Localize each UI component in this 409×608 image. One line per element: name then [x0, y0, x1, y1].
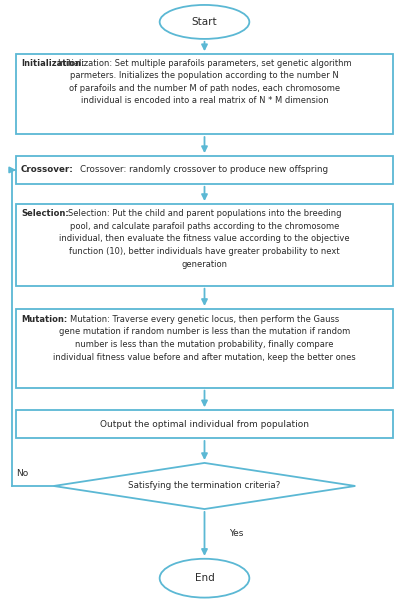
Text: of parafoils and the number M of path nodes, each chromosome: of parafoils and the number M of path no… — [69, 83, 340, 92]
Polygon shape — [54, 463, 355, 509]
Text: Initialization: Set multiple parafoils parameters, set genetic algorithm: Initialization: Set multiple parafoils p… — [58, 60, 351, 68]
Text: Crossover: randomly crossover to produce new offspring: Crossover: randomly crossover to produce… — [81, 165, 328, 174]
Text: Output the optimal individual from population: Output the optimal individual from popul… — [100, 420, 309, 429]
Text: number is less than the mutation probability, finally compare: number is less than the mutation probabi… — [75, 340, 334, 349]
Text: Start: Start — [192, 17, 217, 27]
Bar — [16, 309, 393, 388]
Bar — [16, 410, 393, 438]
Text: End: End — [195, 573, 214, 583]
Bar — [16, 156, 393, 184]
Text: Crossover:: Crossover: — [21, 165, 74, 174]
Text: Mutation:: Mutation: — [21, 315, 67, 323]
Text: Selection: Put the child and parent populations into the breeding: Selection: Put the child and parent popu… — [68, 209, 341, 218]
Text: Yes: Yes — [229, 530, 243, 539]
Text: individual is encoded into a real matrix of N * M dimension: individual is encoded into a real matrix… — [81, 95, 328, 105]
Bar — [16, 54, 393, 134]
Text: No: No — [16, 469, 29, 478]
Text: individual fitness value before and after mutation, keep the better ones: individual fitness value before and afte… — [53, 353, 356, 362]
Bar — [16, 204, 393, 286]
Text: pool, and calculate parafoil paths according to the chromosome: pool, and calculate parafoil paths accor… — [70, 221, 339, 230]
Text: individual, then evaluate the fitness value according to the objective: individual, then evaluate the fitness va… — [59, 234, 350, 243]
Text: Selection:: Selection: — [21, 209, 69, 218]
Text: function (10), better individuals have greater probability to next: function (10), better individuals have g… — [69, 247, 340, 256]
Ellipse shape — [160, 5, 249, 39]
Ellipse shape — [160, 559, 249, 598]
Text: generation: generation — [182, 260, 227, 269]
Text: Initialization:: Initialization: — [21, 60, 85, 68]
Text: gene mutation if random number is less than the mutation if random: gene mutation if random number is less t… — [59, 327, 350, 336]
Text: parmeters. Initializes the population according to the number N: parmeters. Initializes the population ac… — [70, 71, 339, 80]
Text: Mutation: Traverse every genetic locus, then perform the Gauss: Mutation: Traverse every genetic locus, … — [70, 315, 339, 323]
Text: Satisfying the termination criteria?: Satisfying the termination criteria? — [128, 482, 281, 491]
